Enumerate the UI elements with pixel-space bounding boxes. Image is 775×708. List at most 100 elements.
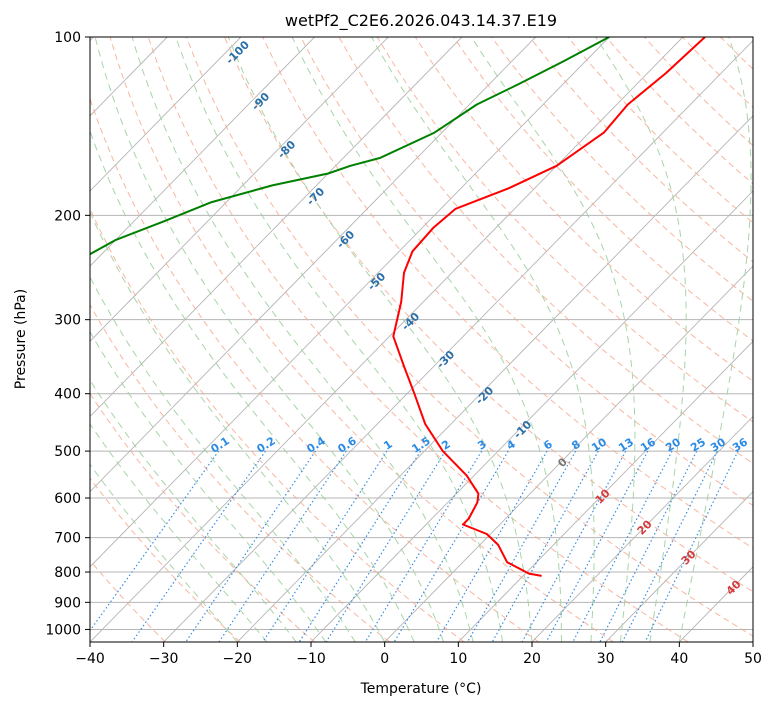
x-tick-label: 10 — [449, 651, 467, 667]
moist-adiabat-line — [90, 129, 415, 642]
dry-adiabat-line — [90, 303, 390, 642]
dry-adiabat-label: -10 — [511, 418, 534, 441]
dry-adiabat-line — [682, 37, 753, 109]
isotherm-line — [531, 415, 753, 642]
mixing-ratio-line — [545, 450, 649, 642]
dry-adiabat-line — [491, 37, 753, 302]
mixing-ratio-label: 16 — [638, 435, 658, 454]
mixing-ratio-line — [364, 450, 483, 642]
x-tick-label: −30 — [149, 651, 179, 667]
mixing-ratio-line — [521, 450, 627, 642]
dry-adiabat-line — [300, 37, 753, 507]
y-tick-label: 900 — [54, 595, 81, 611]
moist-adiabat-line — [595, 37, 687, 642]
x-tick-label: 40 — [670, 651, 688, 667]
mixing-ratio-label: 1.5 — [409, 434, 432, 456]
y-tick-label: 1000 — [45, 622, 81, 638]
mixing-ratio-label: 0.2 — [254, 434, 277, 456]
dry-adiabat-line — [185, 37, 753, 637]
mixing-ratio-label: 30 — [708, 435, 728, 454]
dry-adiabat-line — [376, 37, 753, 423]
isotherm-line — [90, 37, 389, 342]
x-tick-label: −40 — [75, 651, 105, 667]
sounding-series — [90, 37, 706, 577]
mixing-ratio-label: 36 — [730, 435, 750, 454]
x-tick-label: 0 — [380, 651, 389, 667]
moist-adiabat-line — [227, 37, 533, 642]
mixing-ratio-label: 0.6 — [335, 434, 359, 456]
y-tick-label: 300 — [54, 313, 81, 329]
moist-adiabat-line — [131, 37, 474, 642]
y-tick-label: 600 — [54, 491, 81, 507]
mixing-ratio-line — [466, 450, 577, 642]
mixing-ratio-label: 0.4 — [304, 434, 328, 456]
y-axis: 100 200 300 400 500 600 700 800 900 1000 — [45, 30, 90, 638]
moist-adiabat-line — [371, 37, 595, 642]
y-tick-label: 800 — [54, 565, 81, 581]
dry-adiabat-label: -50 — [365, 270, 388, 293]
mixing-ratio-line — [644, 450, 739, 642]
isotherm-line — [90, 37, 684, 642]
x-tick-label: −20 — [223, 651, 253, 667]
isotherm-line — [90, 37, 536, 493]
dry-adiabat-line — [109, 37, 614, 642]
moist-adiabat-line — [94, 37, 445, 642]
mixing-ratio-line — [185, 450, 316, 642]
isotherm-line — [605, 491, 753, 642]
mixing-ratio-label: 25 — [688, 435, 708, 454]
x-tick-label: 20 — [523, 651, 541, 667]
moist-adiabat-line — [90, 423, 268, 642]
y-tick-label: 500 — [54, 444, 81, 460]
mixing-ratio-line — [325, 450, 446, 642]
mixing-ratio-label: 8 — [569, 438, 583, 453]
mixing-ratio-line — [572, 450, 673, 642]
dry-adiabat-line — [529, 37, 753, 263]
isotherm-line — [90, 37, 242, 192]
chart-title: wetPf2_C2E6.2026.043.14.37.E19 — [285, 11, 557, 31]
dry-adiabat-label: -80 — [275, 138, 298, 161]
dry-adiabat-label: -40 — [399, 310, 422, 333]
mixing-ratio-label: 13 — [616, 435, 636, 454]
dry-adiabat-label: -90 — [249, 90, 272, 113]
y-tick-label: 400 — [54, 387, 81, 403]
moist-adiabat-line — [90, 379, 297, 642]
dry-adiabat-label: 10 — [593, 486, 613, 506]
dry-adiabat-line — [90, 392, 316, 642]
moist-adiabat-line — [291, 37, 562, 642]
isotherm-line — [384, 265, 753, 642]
dry-adiabat-label: -100 — [223, 38, 252, 67]
mixing-ratio-line — [435, 450, 548, 642]
temperature-line — [392, 37, 706, 577]
mixing-ratio-line — [90, 450, 220, 632]
x-tick-label: 50 — [744, 651, 762, 667]
mixing-ratio-line — [131, 450, 266, 642]
isotherm-line — [90, 37, 463, 418]
mixing-ratio-label: 4 — [504, 437, 518, 452]
isotherm-line — [90, 37, 610, 568]
mixing-ratio-line — [491, 450, 599, 642]
moist-adiabat-line — [470, 37, 636, 642]
dry-adiabat-line — [720, 37, 753, 70]
isotherm-line — [237, 115, 753, 642]
dry-adiabat-line — [90, 477, 241, 642]
y-axis-label: Pressure (hPa) — [13, 289, 29, 389]
moist-adiabat-line — [175, 37, 503, 642]
mixing-ratio-label: 1 — [381, 438, 395, 453]
mixing-ratio-label: 0.1 — [208, 434, 231, 456]
moist-adiabat-line — [90, 463, 238, 642]
isotherm-line — [310, 190, 753, 642]
x-tick-label: −10 — [296, 651, 326, 667]
y-tick-label: 100 — [54, 30, 81, 46]
dry-adiabat-line — [90, 97, 540, 642]
mixing-ratio-line — [599, 450, 698, 642]
dry-adiabat-line — [567, 37, 753, 224]
mixing-ratio-label: 10 — [589, 435, 609, 454]
plot-frame — [89, 36, 754, 643]
dry-adiabat-line — [262, 37, 753, 549]
dry-adiabat-label: -30 — [434, 348, 457, 371]
isotherm-line — [163, 39, 753, 642]
mixing-ratio-label: 20 — [663, 435, 683, 454]
isotherm-line — [679, 566, 753, 642]
dry-adiabat-line — [759, 37, 775, 642]
